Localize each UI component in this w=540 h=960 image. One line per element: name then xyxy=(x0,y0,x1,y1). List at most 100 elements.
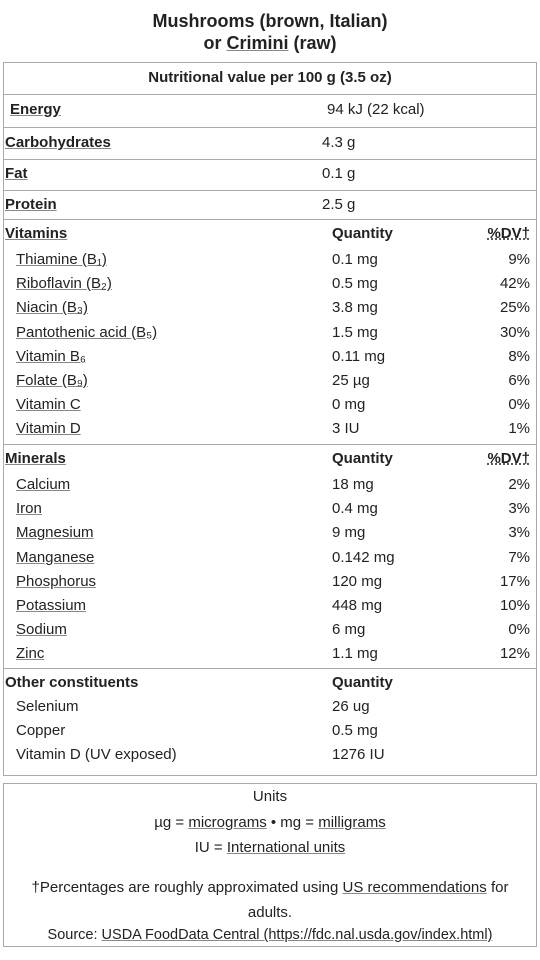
nutrient-dv: 0% xyxy=(508,396,530,414)
nutrient-dv: 6% xyxy=(508,372,530,389)
section-header: Other constituents xyxy=(5,674,139,691)
footnote: †Percentages are roughly approximated us… xyxy=(10,875,530,925)
nutrient-dv: 3% xyxy=(508,524,530,542)
row-divider xyxy=(4,668,536,669)
nutrient-name[interactable]: Magnesium xyxy=(16,524,94,542)
section-header[interactable]: Vitamins xyxy=(5,225,68,242)
nutrient-dv: 12% xyxy=(499,645,530,663)
link[interactable]: micrograms xyxy=(188,814,267,831)
macro-value: 2.5 g xyxy=(322,196,356,213)
section-header[interactable]: Minerals xyxy=(5,450,66,467)
row-divider xyxy=(4,94,536,95)
nutrient-dv: 1% xyxy=(508,420,530,438)
nutrient-quantity: 3.8 mg xyxy=(332,299,378,317)
nutrient-dv: 42% xyxy=(499,275,530,293)
nutrient-name: Vitamin D (UV exposed) xyxy=(16,746,177,763)
link[interactable]: US recommendations xyxy=(342,879,487,896)
nutrient-quantity: 1.5 mg xyxy=(332,323,378,341)
nutrient-dv: 17% xyxy=(499,572,530,590)
row-divider xyxy=(4,219,536,220)
nutrient-dv: 7% xyxy=(508,548,530,566)
nutrient-name[interactable]: Iron xyxy=(16,500,42,518)
text: Source: xyxy=(47,927,102,943)
nutrient-name[interactable]: Sodium xyxy=(16,621,67,639)
text: for adults. xyxy=(247,879,509,921)
nutrient-quantity: 0.5 mg xyxy=(332,275,378,293)
column-header: %DV† xyxy=(487,450,530,467)
units-box xyxy=(3,783,537,947)
energy-value: 94 kJ (22 kcal) xyxy=(327,101,425,118)
row-divider xyxy=(4,127,536,128)
nutrient-quantity: 3 IU xyxy=(332,420,360,438)
nutrient-dv: 9% xyxy=(508,251,530,268)
nutrient-name[interactable]: Phosphorus xyxy=(16,572,97,590)
nutrient-quantity: 25 µg xyxy=(332,372,370,389)
link[interactable]: Crimini xyxy=(226,33,289,53)
column-header: Quantity xyxy=(332,450,393,467)
nutrient-name[interactable]: Thiamine (B₁) xyxy=(16,251,107,268)
text: µg = xyxy=(154,814,189,831)
nutrient-dv: 2% xyxy=(508,476,530,493)
macro-label[interactable]: Fat xyxy=(5,165,28,182)
link[interactable]: USDA FoodData Central (https://fdc.nal.u… xyxy=(101,927,493,943)
nutrient-dv: 3% xyxy=(508,500,530,518)
nutrient-name[interactable]: Vitamin B₆ xyxy=(16,347,86,365)
row-divider xyxy=(4,159,536,160)
title-line: or Crimini (raw) xyxy=(0,32,540,54)
nutrient-dv: 0% xyxy=(508,621,530,639)
nutrient-quantity: 448 mg xyxy=(332,597,383,614)
nutrient-quantity: 26 ug xyxy=(332,698,370,715)
source: Source: USDA FoodData Central (https://f… xyxy=(0,925,540,945)
column-header: Quantity xyxy=(332,225,393,242)
nutrient-name[interactable]: Potassium xyxy=(16,597,87,614)
nutrient-quantity: 0.5 mg xyxy=(332,722,378,739)
nutrient-name[interactable]: Riboflavin (B₂) xyxy=(16,275,112,293)
nutrient-dv: 30% xyxy=(499,323,530,341)
nutrient-name[interactable]: Vitamin D xyxy=(16,420,81,438)
row-divider xyxy=(4,444,536,445)
nutrient-name[interactable]: Manganese xyxy=(16,548,95,566)
units-title: Units xyxy=(252,788,288,805)
units-line: IU = International units xyxy=(0,838,540,858)
nutrient-quantity: 120 mg xyxy=(332,572,383,590)
macro-value: 4.3 g xyxy=(322,134,356,151)
link[interactable]: International units xyxy=(226,839,346,856)
nutrient-quantity: 0.4 mg xyxy=(332,500,378,518)
units-line: µg = micrograms • mg = milligrams xyxy=(0,813,540,833)
nutrient-dv: 8% xyxy=(508,347,530,365)
nutrient-name[interactable]: Folate (B₉) xyxy=(16,372,88,389)
nutrient-name[interactable]: Zinc xyxy=(16,645,45,663)
nutrient-quantity: 0.1 mg xyxy=(332,251,378,268)
text: (raw) xyxy=(288,33,337,53)
macro-label[interactable]: Protein xyxy=(5,196,57,213)
title-line: Mushrooms (brown, Italian) xyxy=(152,11,388,31)
nutrient-dv: 25% xyxy=(499,299,530,317)
nutrient-quantity: 1276 IU xyxy=(332,746,385,763)
text: IU = xyxy=(194,839,227,856)
nutrient-quantity: 18 mg xyxy=(332,476,374,493)
title: Mushrooms (brown, Italian) or Crimini (r… xyxy=(0,10,540,54)
nutrient-quantity: 6 mg xyxy=(332,621,366,639)
text: • mg = xyxy=(266,814,319,831)
column-header: %DV† xyxy=(487,225,530,242)
nutrient-quantity: 0.142 mg xyxy=(332,548,395,566)
macro-value: 0.1 g xyxy=(322,165,356,182)
energy-label[interactable]: Energy xyxy=(10,101,61,118)
nutrient-quantity: 9 mg xyxy=(332,524,366,542)
text: †Percentages are roughly approximated us… xyxy=(31,879,343,896)
link[interactable]: milligrams xyxy=(318,814,386,831)
nutrient-quantity: 0 mg xyxy=(332,396,366,414)
macro-label[interactable]: Carbohydrates xyxy=(5,134,111,151)
text: or xyxy=(203,33,227,53)
table-caption: Nutritional value per 100 g (3.5 oz) xyxy=(148,69,392,86)
nutrient-name[interactable]: Vitamin C xyxy=(16,396,81,414)
row-divider xyxy=(4,190,536,191)
nutrient-name[interactable]: Niacin (B₃) xyxy=(16,299,88,317)
nutrient-name: Copper xyxy=(16,722,66,739)
nutrient-name[interactable]: Pantothenic acid (B₅) xyxy=(16,323,158,341)
nutrient-name[interactable]: Calcium xyxy=(16,476,71,493)
column-header: Quantity xyxy=(332,674,393,691)
nutrition-table xyxy=(3,62,537,776)
nutrient-dv: 10% xyxy=(499,597,530,614)
